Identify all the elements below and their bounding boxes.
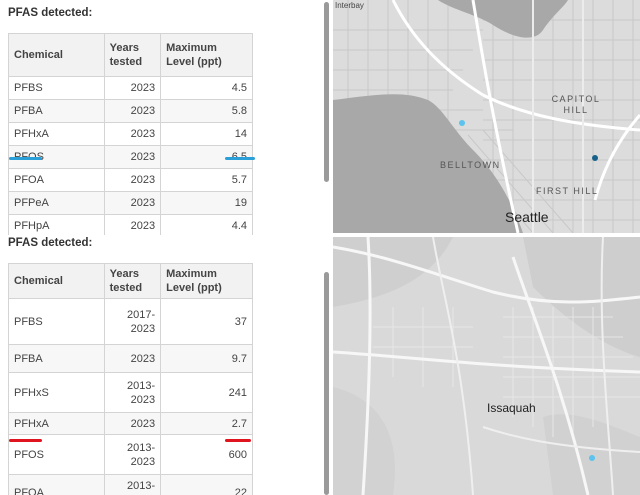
map-label-seattle: Seattle [505, 209, 549, 225]
cell-max-level: 4.5 [160, 76, 253, 100]
scrollbar-bottom[interactable] [324, 272, 329, 495]
map-label-first-hill: FIRST HILL [536, 186, 599, 196]
table-header-row: Chemical Years tested Maximum Level (ppt… [8, 33, 253, 77]
cell-years: 2023 [103, 191, 162, 215]
map-marker[interactable] [589, 455, 595, 461]
cell-years: 2023 [103, 214, 162, 235]
section-title: PFAS detected: [8, 7, 93, 19]
map-issaquah[interactable]: Issaquah [333, 237, 640, 495]
map-label-belltown: BELLTOWN [440, 160, 501, 170]
cell-max-level: 4.4 [160, 214, 253, 235]
cell-years: 2023 [103, 99, 162, 123]
bottom-results-panel: PFAS detected: Chemical Years tested Max… [0, 236, 332, 495]
map-label-issaquah: Issaquah [487, 401, 536, 415]
table-row: PFBS 2023 4.5 [8, 76, 253, 100]
column-header-max-level: Maximum Level (ppt) [160, 263, 253, 299]
cell-chemical: PFHpA [8, 214, 105, 235]
cell-chemical: PFHxA [8, 412, 105, 435]
cell-chemical: PFOA [8, 168, 105, 192]
table-row: PFHpA 2023 4.4 [8, 214, 253, 235]
table-row: PFBA 2023 9.7 [8, 344, 253, 373]
table-row: PFHxA 2023 2.7 [8, 412, 253, 435]
pfas-table: Chemical Years tested Maximum Level (ppt… [8, 33, 253, 235]
pfos-underline-left [9, 439, 42, 442]
cell-chemical: PFBA [8, 99, 105, 123]
pfas-table: Chemical Years tested Maximum Level (ppt… [8, 263, 253, 495]
table-row-highlighted: PFOS 2023 6.5 [8, 145, 253, 169]
cell-max-level: 22 [160, 474, 253, 495]
map-label-capitol-hill: CAPITOL HILL [551, 94, 601, 115]
pfos-underline-left [9, 157, 42, 160]
cell-max-level: 14 [160, 122, 253, 146]
map-marker[interactable] [592, 155, 598, 161]
cell-years: 2023 [103, 122, 162, 146]
cell-years: 2013-2017 [103, 474, 162, 495]
table-row: PFOA 2023 5.7 [8, 168, 253, 192]
cell-max-level: 5.8 [160, 99, 253, 123]
table-row: PFBS 2017-2023 37 [8, 298, 253, 345]
cell-years: 2013-2023 [103, 434, 162, 475]
cell-max-level: 2.7 [160, 412, 253, 435]
cell-years: 2023 [103, 76, 162, 100]
cell-chemical: PFHxS [8, 372, 105, 413]
cell-years: 2013-2023 [103, 372, 162, 413]
scrollbar-top[interactable] [324, 2, 329, 182]
map-issaquah-graphics [333, 237, 640, 495]
cell-chemical: PFPeA [8, 191, 105, 215]
column-header-max-level: Maximum Level (ppt) [160, 33, 253, 77]
panel-divider [319, 0, 333, 495]
top-results-panel: PFAS detected: Chemical Years tested Max… [0, 0, 332, 235]
cell-chemical: PFOA [8, 474, 105, 495]
cell-years: 2023 [103, 344, 162, 373]
cell-max-level: 37 [160, 298, 253, 345]
column-header-chemical: Chemical [8, 33, 105, 77]
table-row-highlighted: PFOS 2013-2023 600 [8, 434, 253, 475]
column-header-chemical: Chemical [8, 263, 105, 299]
cell-chemical: PFHxA [8, 122, 105, 146]
map-marker[interactable] [459, 120, 465, 126]
cell-max-level: 5.7 [160, 168, 253, 192]
pfos-value-underline [225, 439, 251, 442]
table-header-row: Chemical Years tested Maximum Level (ppt… [8, 263, 253, 299]
pfos-value-underline [225, 157, 255, 160]
section-title: PFAS detected: [8, 237, 93, 249]
cell-chemical: PFBA [8, 344, 105, 373]
cell-years: 2023 [103, 412, 162, 435]
table-row: PFOA 2013-2017 22 [8, 474, 253, 495]
cell-max-level: 9.7 [160, 344, 253, 373]
cell-chemical: PFBS [8, 76, 105, 100]
table-row: PFPeA 2023 19 [8, 191, 253, 215]
table-row: PFHxS 2013-2023 241 [8, 372, 253, 413]
cell-chemical: PFBS [8, 298, 105, 345]
map-seattle[interactable]: Interbay CAPITOL HILL BELLTOWN FIRST HIL… [333, 0, 640, 233]
cell-years: 2023 [103, 145, 162, 169]
table-row: PFBA 2023 5.8 [8, 99, 253, 123]
cell-max-level: 19 [160, 191, 253, 215]
column-header-years: Years tested [103, 33, 162, 77]
column-header-years: Years tested [103, 263, 162, 299]
cell-max-level: 241 [160, 372, 253, 413]
map-attribution: Interbay [335, 1, 364, 10]
map-seattle-graphics [333, 0, 640, 233]
cell-years: 2017-2023 [103, 298, 162, 345]
cell-chemical: PFOS [8, 145, 105, 169]
table-row: PFHxA 2023 14 [8, 122, 253, 146]
cell-years: 2023 [103, 168, 162, 192]
